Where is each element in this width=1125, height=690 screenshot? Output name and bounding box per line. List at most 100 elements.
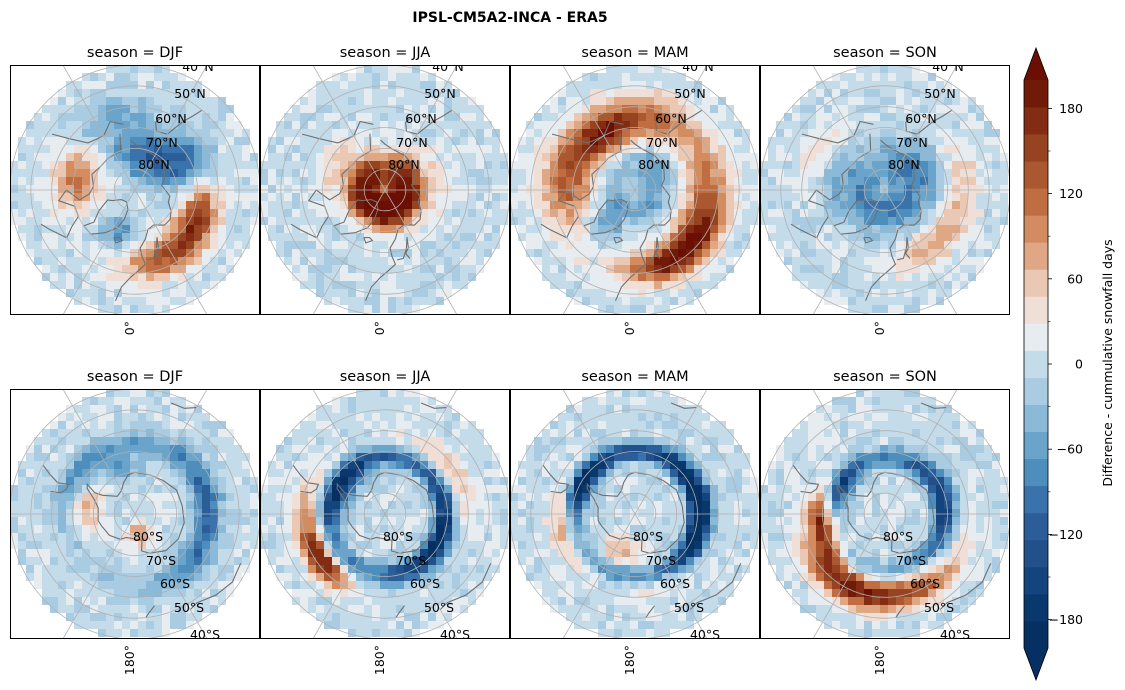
data-cell <box>500 501 508 509</box>
data-cell <box>74 493 82 501</box>
data-cell <box>90 485 98 493</box>
data-cell <box>388 129 396 137</box>
data-cell <box>114 597 122 605</box>
data-cell <box>792 193 800 201</box>
data-cell <box>130 113 138 121</box>
data-cell <box>646 73 654 81</box>
data-cell <box>816 185 824 193</box>
data-cell <box>324 249 332 257</box>
data-cell <box>614 217 622 225</box>
data-cell <box>840 241 848 249</box>
data-cell <box>928 121 936 129</box>
data-cell <box>742 161 750 169</box>
data-cell <box>606 265 614 273</box>
data-cell <box>138 565 146 573</box>
data-cell <box>694 289 702 297</box>
data-cell <box>218 509 226 517</box>
data-cell <box>316 273 324 281</box>
data-cell <box>66 193 74 201</box>
data-cell <box>388 169 396 177</box>
data-cell <box>518 153 526 161</box>
data-cell <box>250 209 258 217</box>
data-cell <box>202 565 210 573</box>
data-cell <box>234 185 242 193</box>
data-cell <box>356 65 364 73</box>
data-cell <box>872 241 880 249</box>
data-cell <box>856 89 864 97</box>
data-cell <box>404 265 412 273</box>
data-cell <box>194 493 202 501</box>
data-cell <box>420 405 428 413</box>
data-cell <box>976 217 984 225</box>
data-cell <box>880 105 888 113</box>
data-cell <box>420 145 428 153</box>
data-cell <box>292 597 300 605</box>
data-cell <box>388 501 396 509</box>
data-cell <box>292 445 300 453</box>
data-cell <box>186 105 194 113</box>
data-cell <box>154 517 162 525</box>
data-cell <box>718 209 726 217</box>
data-cell <box>34 501 42 509</box>
data-cell <box>534 193 542 201</box>
data-cell <box>606 97 614 105</box>
data-cell <box>590 81 598 89</box>
data-cell <box>106 517 114 525</box>
data-cell <box>904 193 912 201</box>
data-cell <box>154 89 162 97</box>
data-cell <box>734 161 742 169</box>
data-cell <box>356 233 364 241</box>
data-cell <box>82 105 90 113</box>
data-cell <box>590 397 598 405</box>
data-cell <box>186 525 194 533</box>
data-cell <box>162 233 170 241</box>
data-cell <box>840 281 848 289</box>
data-cell <box>880 161 888 169</box>
data-cell <box>960 97 968 105</box>
data-cell <box>622 257 630 265</box>
data-cell <box>218 97 226 105</box>
coastline <box>395 605 405 618</box>
data-cell <box>380 169 388 177</box>
data-cell <box>396 209 404 217</box>
data-cell <box>542 121 550 129</box>
data-cell <box>550 249 558 257</box>
data-cell <box>130 597 138 605</box>
data-cell <box>630 169 638 177</box>
data-cell <box>598 289 606 297</box>
data-cell <box>82 137 90 145</box>
data-cell <box>856 241 864 249</box>
data-cell <box>872 185 880 193</box>
data-cell <box>186 193 194 201</box>
data-cell <box>26 565 34 573</box>
data-cell <box>960 169 968 177</box>
data-cell <box>300 541 308 549</box>
data-cell <box>526 225 534 233</box>
data-cell <box>944 161 952 169</box>
data-cell <box>146 437 154 445</box>
data-cell <box>74 217 82 225</box>
coastline <box>363 237 374 244</box>
data-cell <box>614 97 622 105</box>
data-cell <box>484 225 492 233</box>
data-cell <box>896 193 904 201</box>
data-cell <box>130 289 138 297</box>
data-cell <box>598 397 606 405</box>
data-cell <box>492 161 500 169</box>
data-cell <box>316 121 324 129</box>
data-cell <box>162 445 170 453</box>
data-cell <box>106 105 114 113</box>
data-cell <box>66 557 74 565</box>
data-cell <box>428 89 436 97</box>
data-cell <box>492 209 500 217</box>
data-cell <box>316 605 324 613</box>
data-cell <box>66 445 74 453</box>
data-cell <box>638 89 646 97</box>
data-cell <box>444 169 452 177</box>
data-cell <box>260 493 268 501</box>
data-cell <box>146 517 154 525</box>
meridian-label: 0° <box>372 321 387 335</box>
data-cell <box>284 581 292 589</box>
data-cell <box>364 533 372 541</box>
data-cell <box>734 453 742 461</box>
